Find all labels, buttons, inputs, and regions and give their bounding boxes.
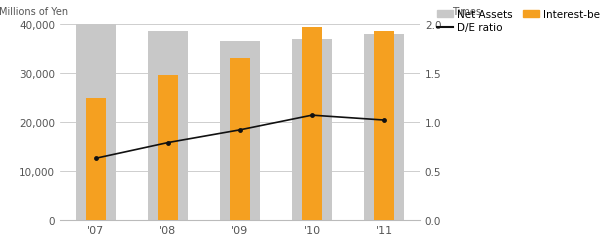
Bar <box>220 42 260 220</box>
Bar <box>158 76 178 220</box>
Bar <box>86 98 106 220</box>
Bar <box>230 59 250 220</box>
Bar <box>148 32 188 220</box>
Text: Millions of Yen: Millions of Yen <box>0 7 68 17</box>
Bar <box>76 25 116 220</box>
Bar <box>292 40 332 220</box>
Legend: Net Assets, D/E ratio, Interest-bearing debt: Net Assets, D/E ratio, Interest-bearing … <box>437 10 600 33</box>
Bar <box>374 32 394 220</box>
Bar <box>302 28 322 220</box>
Text: Times: Times <box>452 7 481 17</box>
Bar <box>364 35 404 220</box>
